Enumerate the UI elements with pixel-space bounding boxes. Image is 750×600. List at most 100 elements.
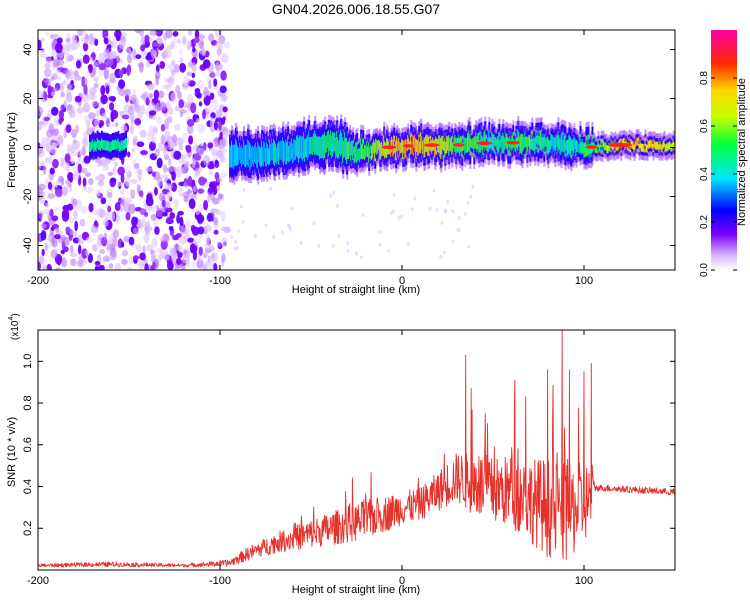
ridge-core bbox=[538, 136, 541, 146]
ridge-core bbox=[628, 137, 631, 146]
ridge-core bbox=[94, 140, 97, 151]
noise-blob bbox=[56, 37, 63, 44]
noise-blob bbox=[188, 198, 196, 209]
ridge-core bbox=[234, 144, 237, 167]
ridge-core bbox=[326, 135, 329, 153]
ridge-core bbox=[345, 137, 348, 160]
ridge-core bbox=[554, 136, 557, 155]
ridge-core bbox=[109, 142, 112, 153]
ridge-core bbox=[323, 135, 326, 160]
colorbar-gradient bbox=[711, 30, 737, 270]
ridge-core bbox=[487, 137, 490, 154]
ridge-core bbox=[571, 140, 574, 151]
ridge-core bbox=[657, 141, 660, 150]
noise-blob bbox=[177, 210, 184, 216]
ridge-peak bbox=[424, 143, 440, 147]
ridge-core bbox=[525, 136, 528, 148]
noise-blob bbox=[134, 30, 141, 34]
noise-blob bbox=[80, 206, 88, 214]
noise-blob bbox=[71, 39, 79, 51]
noise-blob bbox=[51, 73, 58, 80]
noise-blob bbox=[46, 263, 52, 270]
noise-blob bbox=[55, 267, 61, 270]
noise-blob bbox=[466, 200, 470, 205]
noise-blob bbox=[442, 250, 446, 255]
ridge-core bbox=[543, 136, 546, 155]
ridge-core bbox=[431, 140, 434, 155]
ridge-core bbox=[361, 144, 364, 160]
ridge-core bbox=[231, 141, 234, 168]
noise-blob bbox=[186, 71, 193, 77]
noise-blob bbox=[346, 248, 350, 253]
ridge-core bbox=[321, 136, 324, 159]
snr-multiplier-suffix: ) bbox=[10, 313, 21, 316]
ridge-core bbox=[470, 138, 473, 148]
noise-blob bbox=[97, 157, 102, 168]
noise-blob bbox=[88, 34, 92, 45]
ridge-core bbox=[270, 144, 273, 162]
noise-blob bbox=[162, 84, 171, 90]
ridge-core bbox=[568, 134, 571, 154]
noise-blob bbox=[99, 249, 106, 254]
ridge-core bbox=[106, 140, 109, 150]
ridge-core bbox=[584, 142, 587, 158]
ridge-core bbox=[593, 141, 596, 150]
noise-blob bbox=[52, 158, 59, 169]
ridge-core bbox=[349, 137, 352, 157]
ridge-core bbox=[544, 134, 547, 147]
ridge-core bbox=[629, 144, 632, 153]
ridge-core bbox=[453, 137, 456, 149]
ridge-core bbox=[96, 137, 99, 148]
ridge-core bbox=[649, 139, 652, 148]
noise-blob bbox=[155, 30, 163, 37]
ridge-core bbox=[506, 133, 509, 150]
noise-blob bbox=[218, 120, 222, 131]
noise-blob bbox=[61, 257, 67, 268]
ridge-core bbox=[400, 142, 403, 154]
noise-blob bbox=[208, 33, 215, 42]
ridge-core bbox=[300, 135, 303, 158]
noise-blob bbox=[221, 237, 228, 248]
ridge-core bbox=[501, 135, 504, 154]
ridge-core bbox=[575, 140, 578, 157]
noise-blob bbox=[40, 47, 45, 53]
ridge-core bbox=[471, 139, 474, 149]
ridge-core bbox=[438, 135, 441, 153]
ridge-core bbox=[112, 140, 115, 151]
ridge-core bbox=[88, 141, 91, 152]
noise-blob bbox=[135, 54, 142, 60]
ridge-core bbox=[282, 136, 285, 163]
x-tick-label: -200 bbox=[27, 275, 49, 287]
ridge-core bbox=[533, 136, 536, 152]
noise-blob bbox=[140, 149, 148, 156]
noise-blob bbox=[221, 137, 227, 147]
ridge-core bbox=[449, 138, 452, 152]
ridge-core bbox=[634, 141, 637, 150]
noise-blob bbox=[57, 76, 61, 81]
noise-blob bbox=[337, 234, 341, 239]
snr-y-label: SNR (10 * v/v) bbox=[6, 417, 18, 487]
ridge-core bbox=[535, 130, 538, 150]
noise-blob bbox=[61, 186, 69, 196]
colorbar-tick-label: 0.2 bbox=[699, 215, 710, 229]
noise-blob bbox=[134, 104, 141, 113]
ridge-core bbox=[653, 139, 656, 148]
noise-blob bbox=[206, 212, 213, 222]
noise-blob bbox=[211, 99, 219, 110]
noise-blob bbox=[119, 207, 124, 212]
noise-blob bbox=[93, 82, 99, 89]
ridge-core bbox=[443, 141, 446, 151]
noise-blob bbox=[165, 30, 173, 39]
noise-blob bbox=[63, 246, 69, 253]
noise-blob bbox=[211, 148, 218, 157]
noise-blob bbox=[440, 220, 444, 225]
ridge-core bbox=[276, 147, 279, 165]
noise-blob bbox=[432, 188, 436, 193]
noise-blob bbox=[148, 141, 156, 151]
noise-blob bbox=[161, 174, 169, 179]
ridge-core bbox=[630, 139, 633, 148]
ridge-core bbox=[350, 142, 353, 161]
noise-blob bbox=[38, 39, 42, 51]
noise-blob bbox=[70, 159, 75, 165]
ridge-core bbox=[462, 142, 465, 152]
